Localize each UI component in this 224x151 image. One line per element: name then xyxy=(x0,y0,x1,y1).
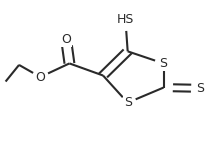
Text: S: S xyxy=(124,96,132,109)
Text: S: S xyxy=(159,57,168,70)
Text: O: O xyxy=(35,71,45,84)
Text: O: O xyxy=(61,33,71,46)
Text: S: S xyxy=(196,82,205,95)
Text: HS: HS xyxy=(117,13,134,26)
